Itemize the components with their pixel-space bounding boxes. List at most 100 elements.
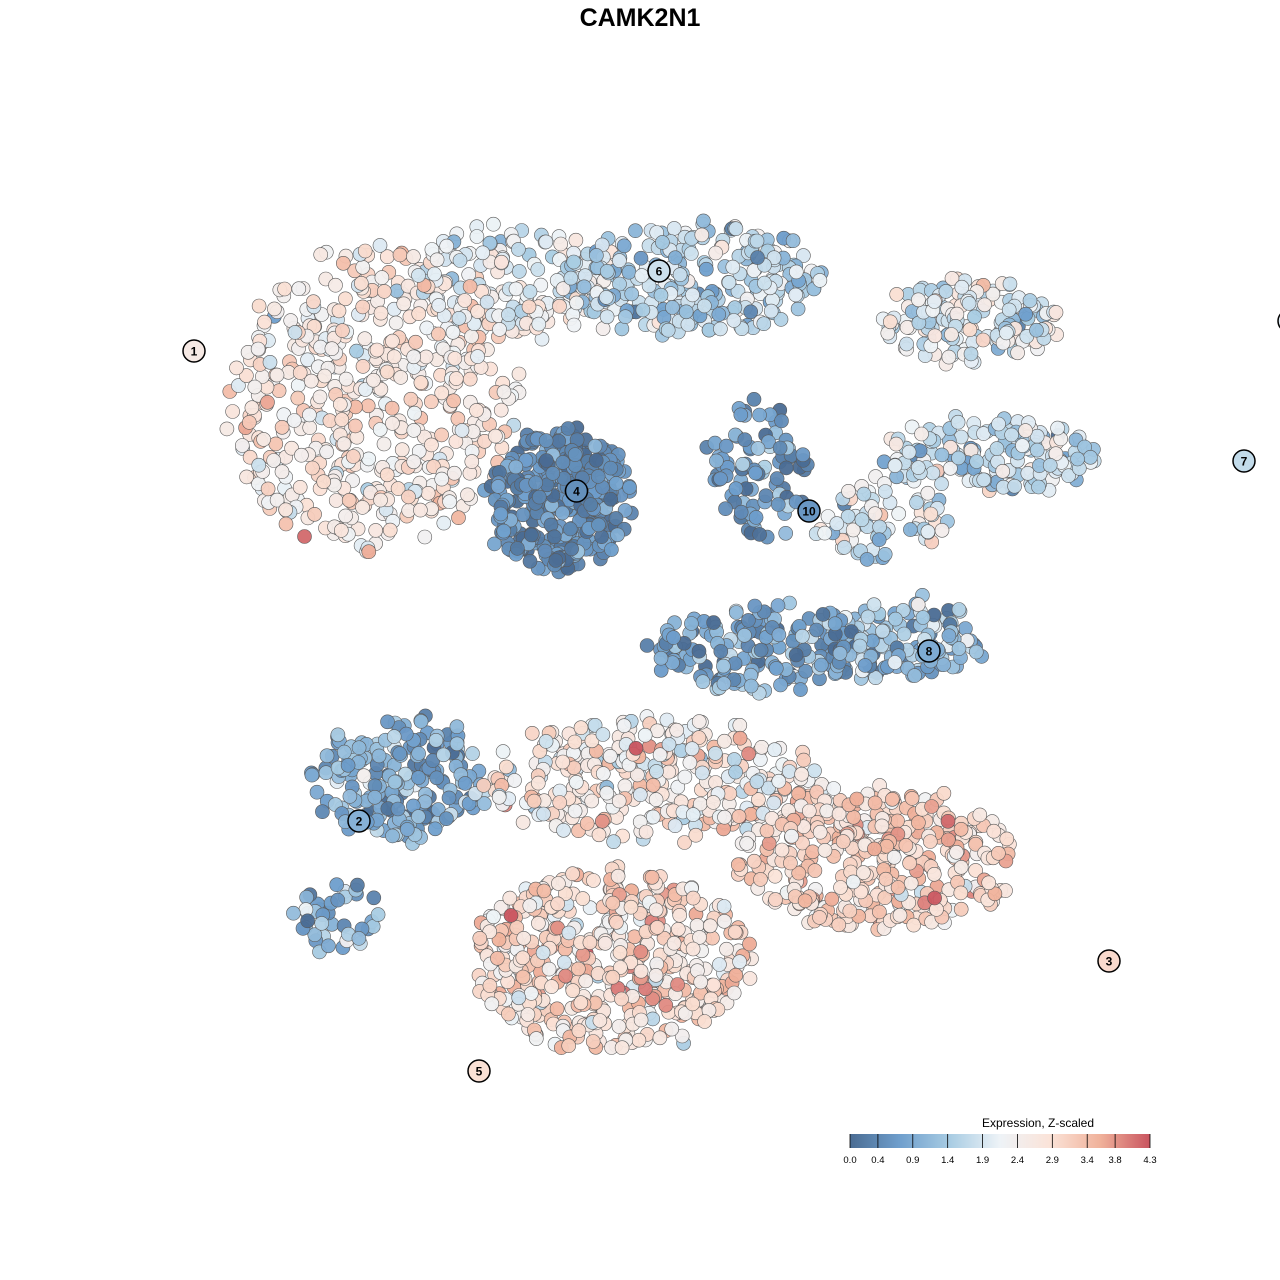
data-point bbox=[271, 383, 287, 399]
data-point bbox=[685, 807, 701, 822]
data-point bbox=[486, 216, 501, 232]
data-point bbox=[584, 793, 600, 809]
data-point bbox=[536, 806, 551, 822]
data-point bbox=[351, 931, 367, 946]
data-point bbox=[341, 492, 357, 508]
data-point bbox=[592, 1013, 608, 1028]
data-point bbox=[989, 441, 1005, 456]
data-point bbox=[439, 811, 454, 827]
data-point bbox=[385, 416, 400, 431]
data-point bbox=[511, 366, 527, 382]
data-point bbox=[695, 674, 711, 690]
data-point bbox=[575, 947, 591, 963]
data-point bbox=[578, 973, 594, 989]
data-point bbox=[599, 263, 615, 279]
data-point bbox=[837, 540, 852, 555]
data-point bbox=[493, 402, 509, 418]
data-point bbox=[225, 404, 240, 419]
data-point bbox=[685, 890, 701, 906]
data-point bbox=[591, 517, 606, 533]
data-point bbox=[754, 739, 770, 755]
data-point bbox=[653, 650, 669, 666]
data-point bbox=[390, 801, 406, 817]
data-point bbox=[824, 891, 840, 907]
data-point bbox=[372, 422, 388, 437]
data-point bbox=[705, 930, 720, 946]
data-point bbox=[706, 977, 721, 993]
data-point bbox=[807, 863, 823, 878]
data-point bbox=[411, 268, 426, 283]
data-point bbox=[934, 447, 950, 463]
data-point bbox=[757, 275, 772, 291]
data-point bbox=[464, 329, 479, 344]
data-point bbox=[634, 268, 650, 283]
data-point bbox=[345, 449, 361, 464]
data-point bbox=[406, 249, 421, 264]
data-point bbox=[292, 365, 308, 380]
data-point bbox=[741, 746, 756, 762]
cluster-label-8: 8 bbox=[917, 639, 941, 663]
data-point bbox=[608, 476, 624, 491]
data-point bbox=[991, 845, 1006, 861]
data-point bbox=[591, 827, 607, 843]
data-point bbox=[401, 489, 416, 505]
data-point bbox=[372, 238, 388, 253]
data-point bbox=[568, 232, 584, 248]
data-point bbox=[884, 791, 900, 807]
data-point bbox=[718, 438, 734, 454]
data-point bbox=[793, 682, 808, 697]
data-point bbox=[756, 316, 772, 332]
data-point bbox=[633, 963, 649, 979]
data-point bbox=[411, 306, 427, 322]
data-point bbox=[790, 301, 806, 317]
data-point bbox=[357, 243, 373, 259]
cluster-label-6: 6 bbox=[647, 259, 671, 283]
data-point bbox=[336, 744, 352, 760]
data-point bbox=[872, 519, 887, 535]
data-point bbox=[785, 233, 801, 248]
data-point bbox=[891, 506, 907, 522]
data-point bbox=[1015, 438, 1030, 453]
data-point bbox=[860, 609, 876, 625]
data-point bbox=[267, 301, 282, 317]
data-point bbox=[385, 333, 400, 349]
data-point bbox=[768, 661, 784, 676]
data-point bbox=[300, 913, 315, 929]
data-point bbox=[666, 630, 681, 645]
data-point bbox=[672, 907, 688, 923]
data-point bbox=[451, 510, 466, 526]
data-point bbox=[1029, 322, 1044, 338]
data-point bbox=[612, 945, 628, 960]
data-point bbox=[550, 896, 566, 912]
data-point bbox=[975, 332, 991, 348]
data-point bbox=[385, 828, 400, 844]
data-point bbox=[910, 460, 926, 475]
data-point bbox=[697, 1014, 712, 1029]
data-point bbox=[887, 655, 903, 670]
data-point bbox=[565, 983, 581, 998]
data-point bbox=[595, 766, 611, 781]
data-point bbox=[991, 416, 1006, 432]
data-point bbox=[813, 657, 829, 673]
data-point bbox=[923, 506, 939, 522]
data-point bbox=[486, 909, 501, 925]
data-point bbox=[712, 957, 727, 972]
data-point bbox=[472, 930, 488, 946]
data-point bbox=[411, 770, 426, 785]
data-point bbox=[321, 938, 336, 954]
data-point bbox=[766, 795, 782, 811]
data-point bbox=[442, 494, 457, 510]
data-point bbox=[827, 616, 843, 632]
data-point bbox=[278, 516, 294, 532]
data-point bbox=[392, 247, 408, 263]
data-point bbox=[588, 452, 604, 468]
data-point bbox=[914, 426, 929, 442]
data-point bbox=[417, 529, 433, 545]
data-point bbox=[269, 492, 285, 508]
data-point bbox=[628, 223, 643, 238]
data-point bbox=[954, 279, 970, 295]
data-point bbox=[447, 465, 462, 481]
data-point bbox=[953, 859, 969, 875]
data-point bbox=[628, 740, 644, 756]
data-point bbox=[304, 767, 320, 783]
